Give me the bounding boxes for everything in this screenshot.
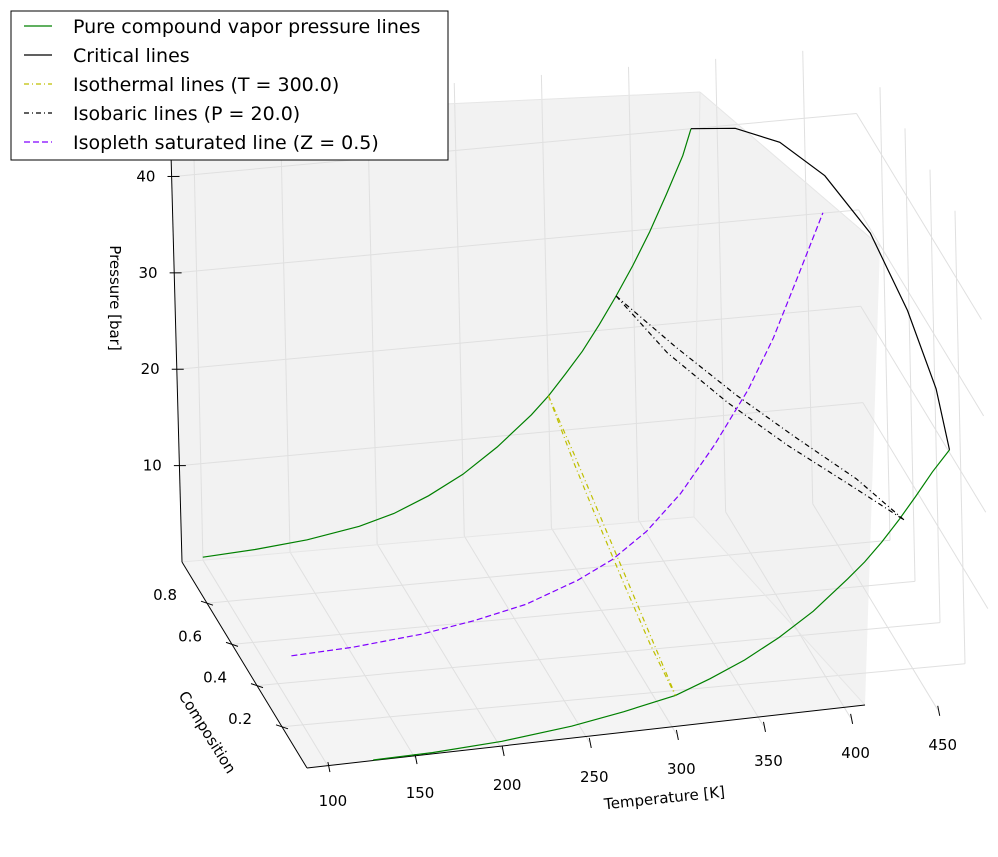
z-axis-line — [169, 116, 183, 563]
y-tick-label: 0.4 — [203, 669, 227, 687]
y-tick-label: 0.8 — [153, 586, 177, 604]
x-wall-gridline — [627, 66, 639, 520]
series-line — [373, 449, 950, 761]
x-tick-mark — [501, 745, 505, 757]
x-tick-label: 250 — [580, 768, 609, 786]
y-floor-gridline — [281, 663, 966, 728]
x-tick-mark — [763, 721, 766, 732]
legend-label: Isobaric lines (P = 20.0) — [73, 103, 300, 125]
x-tick-mark — [588, 737, 592, 749]
x-tick-label: 100 — [319, 792, 348, 810]
right-wall-pane — [694, 92, 880, 705]
data-series — [202, 127, 951, 761]
right-floor-edge — [693, 516, 866, 706]
x-tick-label: 150 — [406, 784, 435, 802]
x-axis-label: Temperature [K] — [602, 783, 726, 814]
y-floor-gridline — [231, 580, 916, 645]
x-tick-mark — [937, 705, 941, 716]
right-top-edge — [699, 91, 881, 247]
z-side-gridline — [860, 305, 987, 513]
z-tick-label: 10 — [143, 457, 162, 475]
y-wall-gridline — [954, 210, 966, 664]
x-tick-label: 300 — [667, 760, 696, 778]
z-axis-label: Pressure [bar] — [106, 245, 124, 350]
legend-label: Isopleth saturated line (Z = 0.5) — [73, 132, 379, 154]
z-back-gridline — [175, 209, 859, 274]
y-floor-gridline — [256, 622, 941, 687]
y-tick-mark — [200, 600, 214, 606]
y-tick-label: 0.6 — [178, 627, 202, 645]
legend-frame — [10, 10, 449, 161]
x-floor-gridline — [812, 503, 939, 711]
x-tick-label: 350 — [754, 752, 783, 770]
x-tick-mark — [675, 729, 679, 741]
z-tick-label: 30 — [139, 264, 158, 282]
y-wall-gridline — [929, 169, 941, 623]
legend-items: Pure compound vapor pressure lines Critic… — [24, 16, 420, 154]
x-tick-label: 450 — [928, 736, 957, 754]
x-floor-gridline — [638, 519, 764, 727]
y-axis-label: Composition — [175, 688, 240, 777]
x-wall-gridline — [802, 50, 814, 504]
z-back-gridline — [173, 112, 857, 177]
z-side-gridline — [862, 402, 989, 609]
x-wall-gridline — [192, 107, 204, 561]
x-tick-label: 200 — [493, 776, 522, 794]
y-wall-gridline — [904, 128, 916, 582]
x-floor-gridline — [463, 535, 590, 743]
series-line — [615, 295, 905, 521]
legend-label: Pure compound vapor pressure lines — [73, 16, 420, 38]
x-tick-mark — [327, 761, 331, 773]
back-corner-edge — [693, 91, 701, 518]
x-tick-mark — [850, 713, 854, 724]
x-axis-line — [306, 704, 866, 769]
y-tick-mark — [275, 724, 289, 730]
z-side-gridline — [858, 209, 985, 417]
series-line — [615, 295, 905, 521]
z-back-gridline — [177, 305, 861, 370]
legend-label: Isothermal lines (T = 300.0) — [73, 74, 339, 96]
grid-lines — [173, 50, 989, 767]
series-line — [547, 395, 677, 696]
y-tick-mark — [250, 683, 264, 689]
series-line — [547, 395, 677, 696]
x-wall-gridline — [453, 82, 465, 536]
z-tick-label: 40 — [136, 167, 155, 185]
x-tick-label: 400 — [841, 744, 870, 762]
x-wall-gridline — [715, 58, 727, 512]
legend-label: Critical lines — [73, 45, 190, 67]
x-wall-gridline — [279, 99, 291, 553]
axis-ticks: 100 150 200 250 300 350 400 450 0.2 0.4 0.6 0.8 10 20… — [136, 167, 957, 810]
x-floor-gridline — [202, 559, 329, 767]
z-tick-label: 20 — [141, 360, 160, 378]
y-wall-gridline — [879, 87, 891, 541]
x-floor-gridline — [376, 543, 503, 751]
x-floor-gridline — [725, 511, 852, 719]
x-wall-gridline — [366, 90, 378, 545]
floor-pane — [182, 517, 865, 768]
y-floor-gridline — [206, 539, 891, 604]
y-tick-label: 0.2 — [228, 710, 252, 728]
x-wall-gridline — [540, 74, 552, 528]
legend: Pure compound vapor pressure lines Critic… — [10, 10, 449, 161]
back-floor-edge — [181, 516, 695, 563]
z-back-gridline — [179, 402, 863, 467]
x-floor-gridline — [550, 527, 677, 735]
y-tick-mark — [225, 641, 239, 647]
series-line — [690, 127, 951, 451]
z-side-gridline — [856, 113, 982, 320]
x-tick-mark — [414, 753, 418, 765]
y-axis-line — [181, 561, 308, 769]
x-floor-gridline — [289, 551, 416, 759]
series-line — [291, 212, 824, 657]
